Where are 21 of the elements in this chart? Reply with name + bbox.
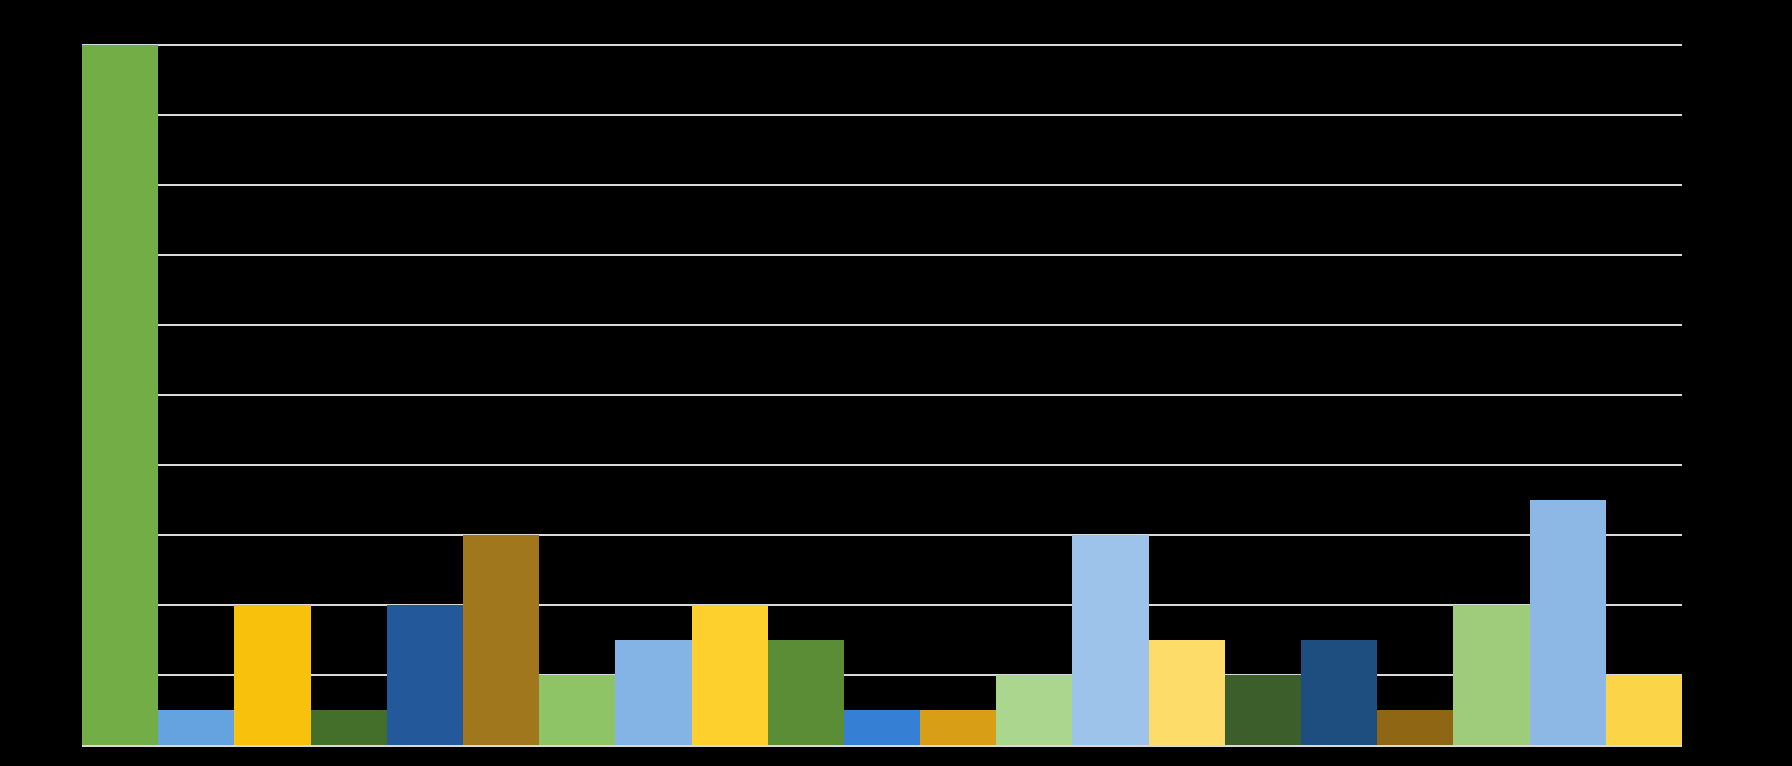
bar	[1072, 534, 1149, 745]
bar	[1377, 709, 1454, 745]
bar	[82, 44, 159, 745]
bar	[615, 639, 692, 745]
bar	[1301, 639, 1378, 745]
bar	[1148, 639, 1225, 745]
bar	[539, 674, 616, 745]
bar	[767, 639, 844, 745]
bar	[996, 674, 1073, 745]
bar	[310, 709, 387, 745]
bar	[1224, 674, 1302, 745]
bar	[1529, 499, 1606, 745]
bar	[234, 604, 311, 745]
bar	[1453, 604, 1530, 745]
bar	[1605, 674, 1682, 745]
bar	[920, 709, 997, 745]
bar	[462, 534, 540, 745]
bar	[386, 604, 463, 745]
bar	[691, 604, 768, 745]
bar	[158, 709, 235, 745]
bar	[843, 709, 921, 745]
